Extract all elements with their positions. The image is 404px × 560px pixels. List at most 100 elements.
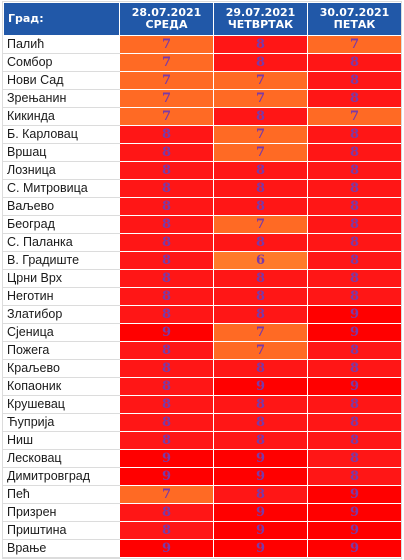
table-row: Вршац 8 7 8	[3, 143, 402, 162]
uv-value-day-2: 7	[213, 341, 308, 360]
uv-value-day-1: 7	[119, 35, 214, 54]
uv-value-day-2: 8	[213, 287, 308, 306]
uv-value-day-3: 9	[307, 503, 402, 522]
uv-value-day-3: 8	[307, 125, 402, 144]
uv-value-day-3: 8	[307, 467, 402, 486]
uv-value-day-3: 8	[307, 269, 402, 288]
uv-value-day-1: 8	[119, 233, 214, 252]
city-name: Призрен	[3, 503, 120, 522]
city-name: Златибор	[3, 305, 120, 324]
uv-value-day-2: 7	[213, 125, 308, 144]
uv-value-day-2: 8	[213, 179, 308, 198]
uv-value-day-3: 9	[307, 485, 402, 504]
uv-value-day-3: 8	[307, 341, 402, 360]
uv-value-day-2: 6	[213, 251, 308, 270]
city-name: С. Митровица	[3, 179, 120, 198]
uv-value-day-3: 7	[307, 107, 402, 126]
table-row: Б. Карловац 8 7 8	[3, 125, 402, 144]
city-name: Копаоник	[3, 377, 120, 396]
table-row: Краљево 8 8 8	[3, 359, 402, 378]
city-name: Пожега	[3, 341, 120, 360]
uv-value-day-2: 8	[213, 431, 308, 450]
uv-value-day-3: 9	[307, 323, 402, 342]
uv-value-day-3: 8	[307, 161, 402, 180]
uv-value-day-3: 8	[307, 431, 402, 450]
city-name: Пећ	[3, 485, 120, 504]
uv-value-day-1: 8	[119, 503, 214, 522]
table-row: Крушевац 8 8 8	[3, 395, 402, 414]
table-row: Пожега 8 7 8	[3, 341, 402, 360]
uv-value-day-1: 8	[119, 431, 214, 450]
city-name: Ваљево	[3, 197, 120, 216]
uv-value-day-3: 9	[307, 305, 402, 324]
table-row: Пећ 7 8 9	[3, 485, 402, 504]
uv-value-day-3: 8	[307, 197, 402, 216]
uv-value-day-1: 7	[119, 89, 214, 108]
table-row: Врање 9 9 9	[3, 539, 402, 558]
uv-value-day-1: 8	[119, 305, 214, 324]
day-weekday: ПЕТАК	[333, 18, 376, 31]
uv-value-day-1: 8	[119, 251, 214, 270]
city-name: Зрењанин	[3, 89, 120, 108]
table-body: Палић 7 8 7 Сомбор 7 8 8 Нови Сад 7 7 8 Зрењанин 7 7 8 К…	[3, 35, 402, 558]
table-header-row: Град: 28.07.2021 СРЕДА 29.07.2021 ЧЕТВРТ…	[3, 2, 402, 36]
uv-value-day-2: 7	[213, 71, 308, 90]
city-name: Београд	[3, 215, 120, 234]
table-row: В. Градиште 8 6 8	[3, 251, 402, 270]
table-row: Ћуприја 8 8 8	[3, 413, 402, 432]
uv-value-day-3: 8	[307, 179, 402, 198]
city-name: Сјеница	[3, 323, 120, 342]
uv-value-day-1: 8	[119, 179, 214, 198]
day-weekday: ЧЕТВРТАК	[227, 18, 294, 31]
uv-value-day-2: 9	[213, 467, 308, 486]
table-row: Нови Сад 7 7 8	[3, 71, 402, 90]
uv-value-day-3: 8	[307, 53, 402, 72]
uv-value-day-2: 8	[213, 269, 308, 288]
table-row: Призрен 8 9 9	[3, 503, 402, 522]
uv-value-day-2: 9	[213, 377, 308, 396]
uv-value-day-2: 8	[213, 53, 308, 72]
uv-value-day-2: 8	[213, 485, 308, 504]
city-name: Кикинда	[3, 107, 120, 126]
table-row: Ниш 8 8 8	[3, 431, 402, 450]
uv-value-day-2: 9	[213, 521, 308, 540]
city-name: Вршац	[3, 143, 120, 162]
uv-value-day-2: 7	[213, 89, 308, 108]
uv-value-day-2: 7	[213, 215, 308, 234]
uv-value-day-2: 8	[213, 161, 308, 180]
uv-value-day-1: 8	[119, 287, 214, 306]
uv-value-day-2: 9	[213, 449, 308, 468]
uv-value-day-2: 7	[213, 323, 308, 342]
uv-value-day-1: 8	[119, 521, 214, 540]
uv-value-day-2: 9	[213, 539, 308, 558]
uv-index-table-container: Град: 28.07.2021 СРЕДА 29.07.2021 ЧЕТВРТ…	[3, 2, 402, 558]
uv-value-day-3: 7	[307, 35, 402, 54]
uv-value-day-2: 8	[213, 35, 308, 54]
uv-value-day-1: 8	[119, 269, 214, 288]
day-date: 30.07.2021	[319, 6, 390, 19]
table-row: Златибор 8 8 9	[3, 305, 402, 324]
city-name: Црни Врх	[3, 269, 120, 288]
city-name: Приштина	[3, 521, 120, 540]
table-row: Приштина 8 9 9	[3, 521, 402, 540]
uv-value-day-3: 8	[307, 395, 402, 414]
city-name: Нови Сад	[3, 71, 120, 90]
uv-value-day-1: 9	[119, 449, 214, 468]
uv-value-day-3: 8	[307, 215, 402, 234]
uv-index-table: Град: 28.07.2021 СРЕДА 29.07.2021 ЧЕТВРТ…	[3, 2, 402, 558]
uv-value-day-3: 8	[307, 413, 402, 432]
city-column-header: Град:	[3, 2, 120, 36]
uv-value-day-2: 8	[213, 413, 308, 432]
uv-value-day-3: 9	[307, 521, 402, 540]
uv-value-day-3: 8	[307, 143, 402, 162]
uv-value-day-3: 8	[307, 71, 402, 90]
uv-value-day-3: 9	[307, 377, 402, 396]
table-row: Димитровград 9 9 8	[3, 467, 402, 486]
uv-value-day-2: 8	[213, 359, 308, 378]
city-name: Лозница	[3, 161, 120, 180]
table-row: Палић 7 8 7	[3, 35, 402, 54]
city-name: Крушевац	[3, 395, 120, 414]
uv-value-day-1: 8	[119, 161, 214, 180]
table-row: Зрењанин 7 7 8	[3, 89, 402, 108]
uv-value-day-2: 8	[213, 197, 308, 216]
